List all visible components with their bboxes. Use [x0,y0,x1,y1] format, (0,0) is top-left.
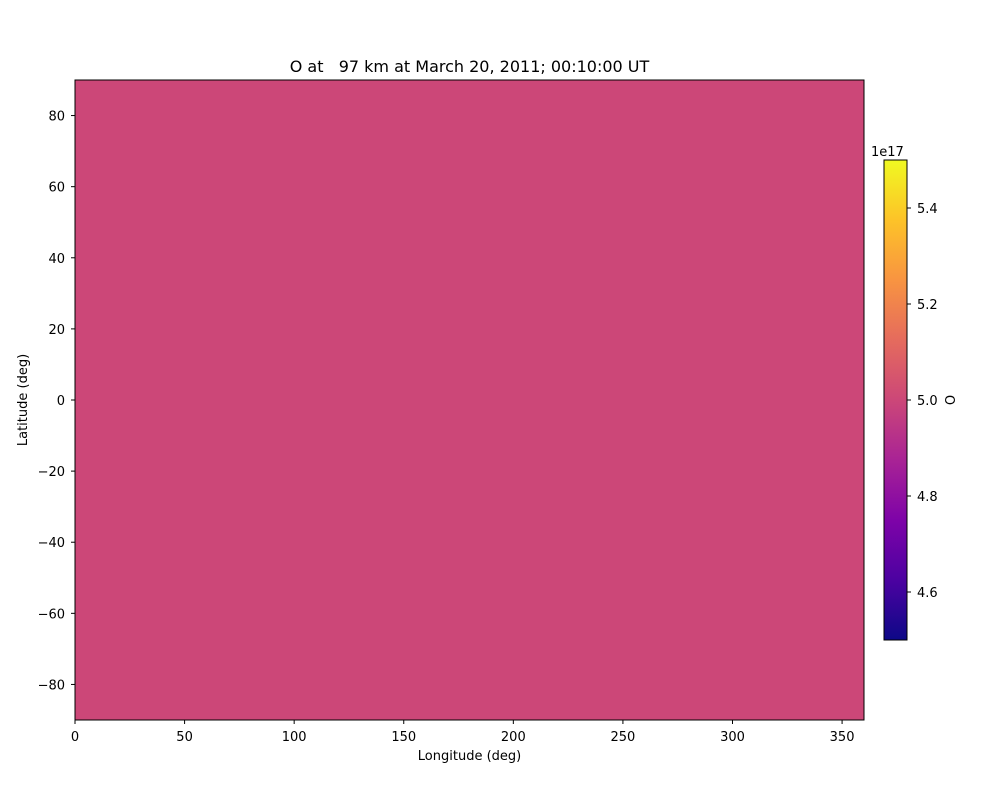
y-tick-label: −60 [38,607,65,622]
colorbar-tick-label: 5.0 [917,394,938,409]
x-axis-label: Longitude (deg) [418,749,521,764]
y-tick-label: 60 [48,181,65,196]
x-tick-label: 200 [501,730,526,745]
colorbar-tick-label: 4.8 [917,490,938,505]
y-tick-label: 20 [48,323,65,338]
y-tick-label: 80 [48,110,65,125]
y-axis-ticks: 80 60 40 20 0 −20 −40 −60 −80 [38,110,75,693]
colorbar-tick-label: 4.6 [917,586,938,601]
y-axis-label: Latitude (deg) [16,354,31,446]
colorbar-ticks: 5.4 5.2 5.0 4.8 4.6 [907,202,938,601]
y-tick-label: −20 [38,465,65,480]
y-tick-label: 40 [48,252,65,267]
colorbar [883,159,908,641]
x-tick-label: 50 [176,730,193,745]
x-tick-label: 250 [611,730,636,745]
y-tick-label: −80 [38,678,65,693]
chart-title: O at 97 km at March 20, 2011; 00:10:00 U… [290,57,650,76]
x-axis-ticks: 0 50 100 150 200 250 300 350 [71,720,855,745]
heatmap-field [75,80,864,720]
colorbar-exponent-label: 1e17 [871,145,904,160]
x-tick-label: 0 [71,730,79,745]
colorbar-tick-label: 5.4 [917,202,938,217]
x-tick-label: 100 [282,730,307,745]
x-tick-label: 300 [720,730,745,745]
y-tick-label: −40 [38,536,65,551]
colorbar-label: O [941,395,956,405]
x-tick-label: 350 [830,730,855,745]
y-tick-label: 0 [57,394,65,409]
colorbar-tick-label: 5.2 [917,298,938,313]
x-tick-label: 150 [391,730,416,745]
